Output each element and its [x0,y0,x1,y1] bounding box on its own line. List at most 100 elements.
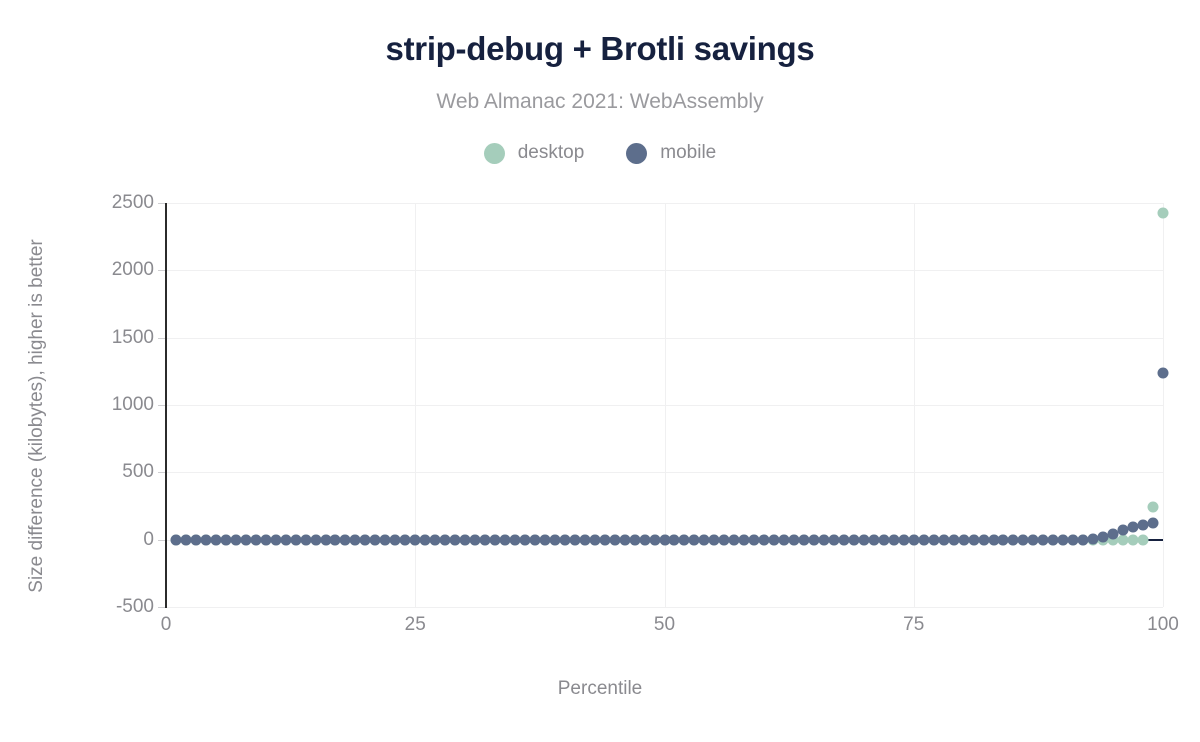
data-point-mobile [1077,534,1089,546]
data-point-mobile [349,534,361,546]
gridline-horizontal [166,607,1163,608]
y-tick-mark [158,337,166,339]
data-point-mobile [260,534,272,546]
data-point-mobile [997,534,1009,546]
data-point-mobile [419,534,431,546]
legend-label-mobile: mobile [660,142,717,163]
data-point-mobile [359,534,371,546]
data-point-mobile [449,534,461,546]
data-point-mobile [808,534,820,546]
data-point-mobile [539,534,551,546]
data-point-desktop [1147,501,1159,513]
data-point-mobile [649,534,661,546]
data-point-mobile [838,534,850,546]
data-point-mobile [459,534,471,546]
data-point-desktop [1107,534,1119,546]
data-point-mobile [180,534,192,546]
x-tick-label: 100 [1147,614,1179,635]
legend-label-desktop: desktop [517,142,585,163]
y-tick-mark [158,607,166,608]
data-point-mobile [828,534,840,546]
data-point-mobile [928,534,940,546]
gridline-vertical [913,203,915,607]
data-point-mobile [768,534,780,546]
data-point-mobile [738,534,750,546]
data-point-mobile [300,534,312,546]
chart-subtitle: Web Almanac 2021: WebAssembly [436,90,764,113]
data-point-mobile [668,534,680,546]
data-point-mobile [908,534,920,546]
data-point-mobile [698,534,710,546]
data-point-mobile [858,534,870,546]
data-point-mobile [240,534,252,546]
data-point-mobile [270,534,282,546]
y-tick-mark [158,270,166,272]
y-tick-mark [158,472,166,474]
x-axis-title: Percentile [557,678,643,699]
data-point-mobile [978,534,990,546]
data-point-mobile [678,534,690,546]
data-point-mobile [878,534,890,546]
x-tick-label: 25 [404,614,426,635]
data-point-mobile [938,534,950,546]
data-point-mobile [1007,534,1019,546]
chart-legend: desktop mobile [0,142,1200,164]
data-point-mobile [728,534,740,546]
data-point-desktop [1127,534,1139,546]
data-point-mobile [210,534,222,546]
data-point-mobile [708,534,720,546]
data-point-mobile [479,534,491,546]
data-point-mobile [1037,534,1049,546]
data-point-mobile [958,534,970,546]
chart-title: strip-debug + Brotli savings [385,30,815,67]
data-point-mobile [788,534,800,546]
gridline-vertical [1163,203,1164,607]
data-point-mobile [1017,534,1029,546]
y-tick-label: 500 [122,461,154,483]
x-tick-label: 75 [903,614,925,635]
data-point-mobile [170,534,182,546]
data-point-mobile [409,534,421,546]
data-point-mobile [569,534,581,546]
data-point-mobile [439,534,451,546]
data-point-mobile [220,534,232,546]
data-point-mobile [339,534,351,546]
gridline-vertical [664,203,666,607]
data-point-mobile [329,534,341,546]
x-tick-label: 50 [653,614,676,635]
y-tick-label: 2000 [111,259,154,281]
data-point-mobile [848,534,860,546]
y-tick-label: 2500 [111,192,154,213]
y-tick-mark [158,539,166,541]
data-point-mobile [1067,534,1079,546]
data-point-mobile [379,534,391,546]
data-point-desktop [1137,534,1149,546]
data-point-desktop [1117,534,1129,546]
data-point-mobile [489,534,501,546]
data-point-mobile [559,534,571,546]
data-point-mobile [888,534,900,546]
data-point-mobile [988,534,999,546]
data-point-mobile [320,534,332,546]
data-point-mobile [469,534,481,546]
legend-entry-mobile[interactable]: mobile [626,142,716,164]
legend-entry-desktop[interactable]: desktop [483,142,585,164]
x-tick-label: 0 [160,614,172,635]
data-point-mobile [250,534,262,546]
data-point-mobile [280,534,292,546]
data-point-mobile [868,534,880,546]
data-point-mobile [718,534,730,546]
data-point-mobile [190,534,202,546]
data-point-mobile [1097,531,1109,543]
data-point-mobile [310,534,322,546]
data-point-mobile [918,534,930,546]
data-point-mobile [1087,533,1099,545]
legend-swatch-mobile [626,142,648,164]
y-tick-mark [158,203,166,204]
data-point-mobile [1047,534,1059,546]
data-point-mobile [748,534,760,546]
data-point-mobile [798,534,810,546]
data-point-mobile [1157,367,1169,379]
